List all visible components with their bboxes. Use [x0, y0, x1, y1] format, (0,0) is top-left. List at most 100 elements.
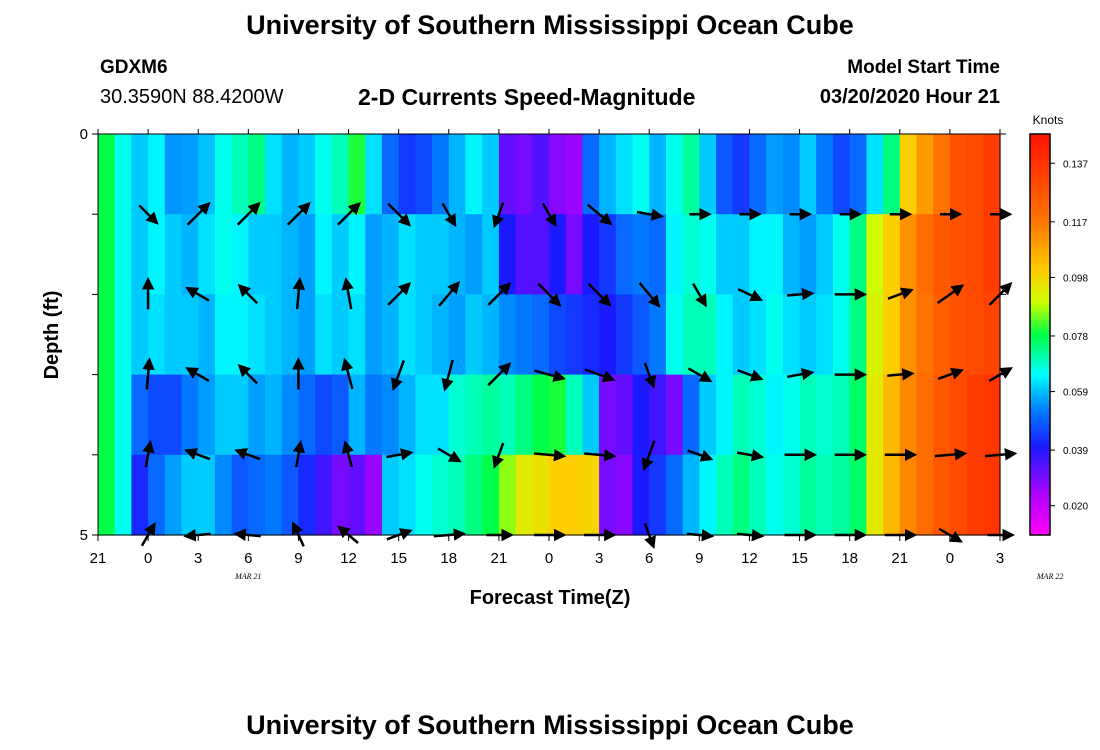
heatmap-cell: [448, 294, 467, 376]
heatmap-cell: [515, 454, 533, 536]
heatmap-cell: [148, 454, 166, 536]
heatmap-cell: [649, 454, 667, 536]
current-vector: [437, 447, 462, 463]
heatmap-cell: [164, 374, 183, 456]
heatmap-cell: [448, 454, 467, 536]
heatmap-cell: [899, 294, 918, 376]
heatmap-cell: [599, 374, 617, 456]
heatmap-cell: [365, 294, 383, 376]
heatmap-cell: [966, 294, 984, 376]
heatmap-cell: [131, 214, 149, 295]
x-date-label: MAR 22: [1036, 572, 1063, 581]
heatmap-cell: [732, 374, 751, 456]
heatmap-cell: [816, 214, 834, 295]
current-vector: [138, 204, 159, 225]
heatmap-cell: [98, 214, 116, 295]
current-vector: [341, 357, 354, 390]
x-tick-label: 21: [891, 550, 908, 567]
heatmap-cell: [782, 294, 801, 376]
model-start-label: Model Start Time: [847, 57, 1000, 78]
heatmap-cell: [916, 294, 934, 376]
heatmap-cell: [632, 294, 650, 376]
heatmap-cell: [665, 294, 684, 376]
heatmap-cell: [265, 134, 283, 215]
colorbar-unit: Knots: [1033, 113, 1064, 127]
heatmap-cell: [983, 294, 1001, 376]
x-tick-label: 18: [440, 550, 457, 567]
heatmap-cell: [214, 214, 233, 295]
heatmap-cell: [549, 454, 567, 536]
heatmap-cell: [983, 374, 1001, 456]
heatmap-cell: [732, 214, 751, 295]
current-vector: [584, 449, 617, 462]
heatmap-cell: [181, 294, 199, 376]
heatmap-cell: [665, 134, 684, 215]
colorbar-tick-label: 0.137: [1063, 159, 1088, 170]
heatmap-cell: [198, 454, 216, 536]
heatmap-cell: [565, 454, 583, 536]
x-tick-label: 12: [741, 550, 758, 567]
heatmap-cell: [381, 214, 400, 295]
heatmap-cell: [665, 214, 684, 295]
heatmap-cell: [799, 214, 817, 295]
heatmap-cell: [432, 294, 450, 376]
x-tick-label: 21: [90, 550, 107, 567]
heatmap-cell: [164, 214, 183, 295]
heatmap-cell: [98, 374, 116, 456]
heatmap-cell: [582, 214, 600, 295]
heatmap-cell: [849, 454, 867, 536]
heatmap-cell: [649, 214, 667, 295]
heatmap-cell: [749, 134, 767, 215]
current-vector: [641, 440, 656, 472]
heatmap-cell: [899, 214, 918, 295]
heatmap-cell: [849, 374, 867, 456]
heatmap-cell: [515, 214, 533, 295]
heatmap-cell: [381, 454, 400, 536]
heatmap-cell: [482, 454, 500, 536]
heatmap-cell: [148, 294, 166, 376]
current-vector: [636, 208, 664, 221]
heatmap-cell: [331, 134, 350, 215]
heatmap-cell: [949, 134, 968, 215]
heatmap-cell: [231, 374, 249, 456]
heatmap-cell: [716, 134, 734, 215]
current-vector: [534, 369, 566, 382]
colorbar-tick-label: 0.078: [1063, 332, 1088, 343]
heatmap-cell: [198, 374, 216, 456]
chart-title: University of Southern Mississippi Ocean…: [246, 10, 854, 40]
heatmap-cell: [398, 134, 416, 215]
heatmap-cell: [665, 454, 684, 536]
heatmap-cell: [866, 374, 884, 456]
heatmap-cell: [816, 374, 834, 456]
heatmap-cell: [498, 214, 517, 295]
current-vector: [643, 362, 656, 389]
heatmap-cell: [766, 454, 784, 536]
heatmap-cell: [298, 134, 316, 215]
heatmap-cell: [582, 294, 600, 376]
heatmap-cell: [599, 294, 617, 376]
heatmap-cell: [365, 454, 383, 536]
heatmap-cell: [248, 374, 266, 456]
heatmap-cell: [482, 214, 500, 295]
footer-title: University of Southern Mississippi Ocean…: [246, 710, 854, 740]
heatmap-cell: [214, 134, 233, 215]
heatmap-cell: [699, 374, 717, 456]
heatmap-cell: [632, 214, 650, 295]
heatmap-cell: [331, 214, 350, 295]
heatmap-cell: [899, 454, 918, 536]
heatmap-cell: [131, 374, 149, 456]
heatmap-cell: [866, 294, 884, 376]
heatmap-cell: [231, 294, 249, 376]
current-vector: [541, 202, 557, 228]
heatmap-cell: [632, 134, 650, 215]
current-vector: [236, 201, 261, 226]
x-axis-label: Forecast Time(Z): [470, 587, 631, 609]
heatmap-cell: [114, 214, 132, 295]
y-tick-label: 5: [80, 527, 88, 544]
heatmap-cell: [348, 454, 366, 536]
heatmap-cell: [966, 134, 984, 215]
current-vector: [737, 369, 764, 382]
heatmap-cell: [883, 374, 901, 456]
heatmap-cell: [766, 214, 784, 295]
heatmap-cell: [432, 374, 450, 456]
